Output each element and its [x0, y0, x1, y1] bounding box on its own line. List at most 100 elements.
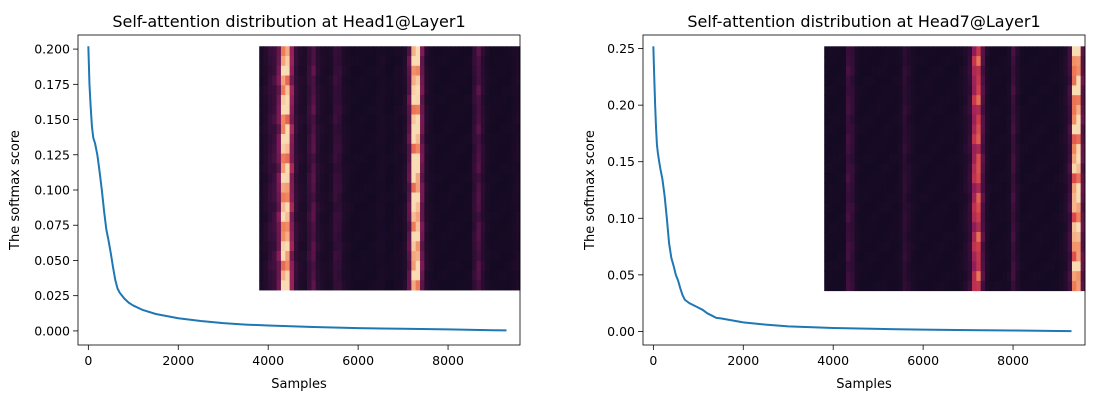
heatmap-cell: [363, 280, 369, 291]
heatmap-cell: [259, 241, 264, 252]
heatmap-cell: [824, 95, 829, 106]
heatmap-cell: [467, 212, 473, 223]
heatmap-cell: [420, 231, 425, 242]
heatmap-cell: [928, 251, 934, 262]
heatmap-cell: [398, 260, 404, 271]
heatmap-cell: [850, 95, 856, 106]
heatmap-cell: [1024, 212, 1029, 223]
heatmap-cell: [1041, 222, 1047, 233]
heatmap-cell: [889, 261, 895, 272]
heatmap-cell: [376, 241, 382, 252]
heatmap-cell: [845, 232, 851, 243]
heatmap-cell: [433, 134, 438, 145]
heatmap-cell: [967, 153, 973, 165]
heatmap-cell: [993, 144, 999, 155]
heatmap-cell: [863, 271, 869, 282]
heatmap-cell: [1045, 173, 1051, 184]
heatmap-cell: [276, 95, 282, 106]
heatmap-cell: [880, 75, 886, 86]
heatmap-cell: [324, 231, 330, 242]
heatmap-cell: [467, 104, 473, 115]
heatmap-cell: [1063, 280, 1069, 292]
heatmap-cell: [1024, 153, 1029, 165]
heatmap-cell: [858, 163, 864, 174]
heatmap-cell: [367, 231, 373, 242]
heatmap-cell: [359, 202, 364, 213]
heatmap-cell: [902, 65, 908, 77]
heatmap-cell: [924, 56, 929, 67]
heatmap-cell: [298, 221, 304, 232]
heatmap-cell: [372, 75, 377, 86]
heatmap-cell: [324, 182, 330, 193]
heatmap-cell: [350, 75, 356, 86]
heatmap-cell: [1002, 183, 1008, 194]
heatmap-cell: [259, 114, 264, 125]
heatmap-cell: [315, 251, 321, 262]
heatmap-cell: [1058, 46, 1064, 57]
heatmap-cell: [402, 231, 408, 242]
heatmap-cell: [480, 212, 486, 223]
heatmap-cell: [928, 173, 934, 184]
heatmap-cell: [932, 153, 938, 165]
heatmap-cell: [433, 231, 438, 242]
heatmap-cell: [511, 231, 517, 242]
heatmap-cell: [1037, 251, 1042, 262]
heatmap-cell: [420, 241, 425, 252]
heatmap-cell: [858, 46, 864, 57]
heatmap-cell: [420, 280, 425, 291]
heatmap-cell: [919, 192, 925, 204]
heatmap-cell: [259, 202, 264, 213]
heatmap-cell: [1011, 271, 1016, 282]
heatmap-cell: [967, 75, 973, 86]
heatmap-cell: [333, 143, 338, 154]
heatmap-cell: [1028, 56, 1034, 67]
heatmap-cell: [902, 212, 908, 223]
heatmap-cell: [354, 153, 360, 164]
heatmap-cell: [324, 241, 330, 252]
heatmap-cell: [976, 212, 982, 223]
heatmap-cell: [393, 221, 399, 232]
heatmap-cell: [311, 95, 317, 106]
heatmap-cell: [924, 65, 929, 77]
heatmap-cell: [480, 163, 486, 174]
heatmap-cell: [485, 143, 490, 154]
heatmap-cell: [911, 95, 916, 106]
heatmap-cell: [967, 173, 973, 184]
heatmap-cell: [902, 251, 908, 262]
heatmap-cell: [863, 65, 869, 77]
heatmap-cell: [389, 85, 395, 96]
heatmap-cell: [824, 202, 829, 213]
heatmap-cell: [515, 202, 521, 213]
heatmap-cell: [446, 95, 451, 106]
heatmap-cell: [367, 163, 373, 174]
heatmap-cell: [502, 95, 508, 106]
heatmap-cell: [276, 153, 282, 164]
heatmap-cell: [1002, 261, 1008, 272]
heatmap-cell: [450, 251, 456, 262]
heatmap-cell: [485, 231, 490, 242]
heatmap-cell: [367, 95, 373, 106]
heatmap-cell: [272, 192, 277, 203]
heatmap-cell: [1006, 271, 1012, 282]
heatmap-cell: [502, 124, 508, 135]
heatmap-cell: [828, 134, 834, 145]
heatmap-cell: [945, 192, 951, 204]
heatmap-cell: [963, 251, 969, 262]
heatmap-cell: [433, 85, 438, 96]
heatmap-cell: [406, 192, 412, 203]
heatmap-cell: [863, 232, 869, 243]
heatmap-cell: [937, 261, 942, 272]
heatmap-cell: [485, 202, 490, 213]
heatmap-cell: [307, 192, 312, 203]
heatmap-cell: [1032, 114, 1038, 125]
heatmap-cell: [889, 46, 895, 57]
heatmap-cell: [502, 65, 508, 76]
heatmap-cell: [406, 241, 412, 252]
heatmap-cell: [424, 56, 430, 67]
heatmap-cell: [1015, 153, 1021, 165]
heatmap-cell: [493, 46, 499, 57]
heatmap-cell: [1063, 192, 1069, 204]
heatmap-cell: [311, 56, 317, 67]
heatmap-cell: [337, 124, 343, 135]
heatmap-cell: [489, 251, 495, 262]
